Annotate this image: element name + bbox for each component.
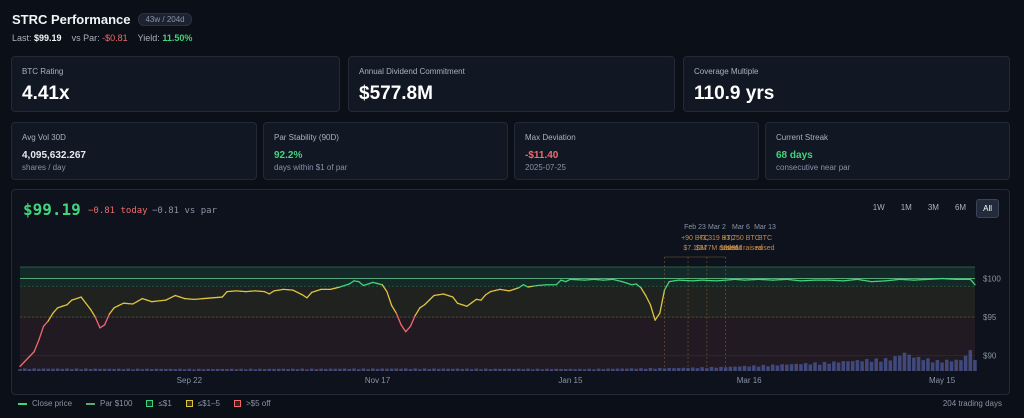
dividend-commitment-card: Annual Dividend Commitment $577.8M: [348, 56, 675, 112]
daily-change: −0.81 today: [88, 206, 148, 216]
last-price: Last: $99.19: [12, 33, 62, 43]
legend-close-price: Close price: [18, 399, 72, 408]
price-chart-panel: $99.19 −0.81 today −0.81 vs par 1W 1M 3M…: [11, 189, 1010, 395]
vs-par: vs Par: -$0.81: [72, 33, 128, 43]
vs-par-value: -$0.81: [102, 33, 128, 43]
range-1w-button[interactable]: 1W: [872, 203, 885, 212]
yield-label: Yield:: [137, 33, 160, 43]
legend-swatch: [233, 400, 241, 407]
max-deviation-card: Max Deviation -$11.40 2025-07-25: [514, 122, 759, 180]
coverage-multiple-card: Coverage Multiple 110.9 yrs: [683, 56, 1010, 112]
legend-label: >$5 off: [245, 399, 271, 408]
card-label: Annual Dividend Commitment: [359, 67, 465, 76]
legend-label: ≤$1–5: [197, 399, 220, 408]
par-stability-card: Par Stability (90D) 92.2% days within $1…: [263, 122, 508, 180]
yield-value: 11.50%: [162, 33, 193, 43]
legend-par: Par $100: [86, 399, 132, 408]
range-3m-button[interactable]: 3M: [927, 203, 939, 212]
legend-band-3: >$5 off: [233, 399, 271, 408]
current-price: $99.19: [23, 200, 81, 219]
legend-band-2: ≤$1–5: [185, 399, 220, 408]
legend-swatch: [146, 400, 154, 407]
card-label: BTC Rating: [22, 67, 64, 76]
card-note: days within $1 of par: [274, 163, 348, 172]
card-label: Current Streak: [776, 133, 829, 142]
range-1m-button[interactable]: 1M: [900, 203, 912, 212]
summary-line: Last: $99.19 vs Par: -$0.81 Yield: 11.50…: [12, 33, 192, 43]
page-header: STRC Performance 43w / 204d Last: $99.19…: [12, 12, 192, 43]
card-value: 4.41x: [22, 83, 70, 104]
title-row: STRC Performance 43w / 204d: [12, 12, 192, 27]
vs-par-change: −0.81 vs par: [152, 206, 218, 216]
card-label: Avg Vol 30D: [22, 133, 66, 142]
card-value: 4,095,632.267: [22, 150, 86, 161]
btc-rating-card: BTC Rating 4.41x: [11, 56, 340, 112]
legend-label: ≤$1: [158, 399, 172, 408]
card-value: 92.2%: [274, 150, 303, 161]
period-badge: 43w / 204d: [138, 13, 192, 26]
page-title: STRC Performance: [12, 12, 131, 27]
card-label: Par Stability (90D): [274, 133, 339, 142]
card-note: consecutive near par: [776, 163, 851, 172]
last-label: Last:: [12, 33, 32, 43]
card-value: -$11.40: [525, 150, 559, 161]
range-6m-button[interactable]: 6M: [954, 203, 967, 212]
legend-swatch: [18, 402, 27, 405]
card-note: 2025-07-25: [525, 163, 566, 172]
legend-swatch: [86, 402, 96, 405]
range-all-button[interactable]: All: [976, 199, 999, 218]
avg-volume-card: Avg Vol 30D 4,095,632.267 shares / day: [11, 122, 257, 180]
card-value: 68 days: [776, 150, 813, 161]
card-label: Coverage Multiple: [694, 67, 759, 76]
legend-label: Par $100: [100, 399, 133, 408]
card-value: $577.8M: [359, 83, 433, 104]
legend-swatch: [185, 400, 193, 407]
current-streak-card: Current Streak 68 days consecutive near …: [765, 122, 1010, 180]
chart-legend: Close price Par $100 ≤$1 ≤$1–5 >$5 off: [18, 399, 271, 408]
trading-days-note: 204 trading days: [942, 399, 1002, 408]
legend-label: Close price: [32, 399, 73, 408]
last-value: $99.19: [34, 33, 62, 43]
yield: Yield: 11.50%: [138, 33, 193, 43]
vs-par-label: vs Par:: [71, 33, 100, 43]
card-label: Max Deviation: [525, 133, 576, 142]
card-note: shares / day: [22, 163, 66, 172]
card-value: 110.9 yrs: [694, 83, 775, 104]
range-selector: 1W 1M 3M 6M All: [867, 199, 999, 218]
legend-band-1: ≤$1: [146, 399, 172, 408]
